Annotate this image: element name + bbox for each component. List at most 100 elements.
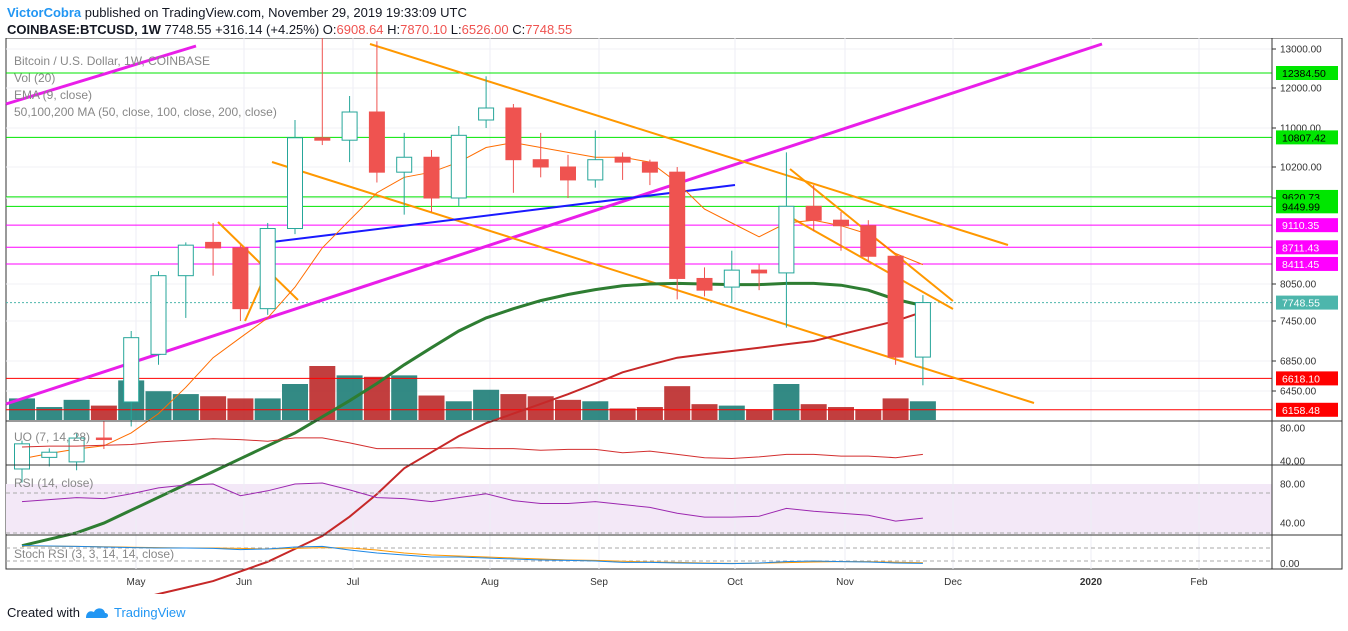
price-tick-label-8: 6450.00 (1280, 387, 1317, 398)
rsi-legend: RSI (14, close) (14, 476, 93, 490)
candle-body (423, 156, 440, 199)
candle-body (205, 241, 222, 249)
oscillators (6, 420, 1342, 565)
volume-bar-28 (773, 384, 800, 420)
level-label-bg-5 (1276, 240, 1338, 255)
candle-21 (587, 130, 604, 188)
time-tick-label-1: Jun (236, 577, 252, 588)
candle-15 (423, 149, 440, 212)
price-tick-label-3: 10200.00 (1280, 163, 1322, 174)
uo-legend: UO (7, 14, 28) (14, 430, 90, 444)
volume-bar-26 (718, 405, 745, 420)
low-label: L: (450, 22, 462, 37)
candle-body (614, 156, 631, 163)
axes: 13000.0012000.0011000.0010200.009600.008… (127, 38, 1338, 588)
candle-25 (696, 267, 713, 297)
candle-1 (41, 448, 58, 467)
time-tick-label-2: Jul (347, 577, 360, 588)
candle-9 (259, 222, 276, 315)
candle-20 (560, 154, 576, 198)
low-value: 6526.00 (461, 22, 509, 37)
moving-averages (21, 142, 924, 594)
candle-6 (177, 242, 194, 318)
candle-body (68, 437, 85, 463)
rsi-tick-label-1: 40.00 (1280, 519, 1305, 530)
level-label-bg-8 (1276, 371, 1338, 386)
orange-channel-upper (369, 43, 1009, 246)
volume-bar-9 (254, 398, 281, 420)
candle-body (833, 219, 849, 227)
volume-bar-3 (90, 405, 117, 420)
rsi-tick-label-0: 80.00 (1280, 480, 1305, 491)
candle-body (914, 302, 931, 358)
orange-wedge-lower (789, 216, 954, 310)
volume-bar-27 (746, 409, 773, 420)
level-label-bg-4 (1276, 218, 1338, 233)
candle-body (560, 166, 576, 181)
volume-bar-30 (828, 407, 854, 420)
chart-title: Bitcoin / U.S. Dollar, 1W, COINBASE (14, 54, 210, 68)
magenta-upper-line (5, 44, 197, 106)
volume-bar-29 (800, 404, 827, 420)
price-tick-label-7: 6850.00 (1280, 357, 1317, 368)
level-label-3: 9449.99 (1282, 201, 1320, 213)
candle-body (723, 269, 740, 288)
volume-bar-25 (691, 404, 718, 420)
volume-bar-5 (145, 391, 172, 420)
volume-bar-6 (172, 394, 199, 420)
author-link[interactable]: VictorCobra (7, 5, 82, 20)
volume-bar-7 (200, 396, 227, 420)
vol-legend: Vol (20) (14, 71, 55, 85)
time-tick-label-4: Sep (590, 577, 608, 588)
candle-body (532, 159, 549, 168)
candle-12 (341, 96, 358, 163)
high-label: H: (387, 22, 401, 37)
rsi-line (21, 482, 923, 522)
candle-3 (95, 421, 112, 449)
candle-body (587, 159, 604, 181)
volume-bar-1 (36, 407, 63, 420)
btc-weekly-chart[interactable]: 13000.0012000.0011000.0010200.009600.008… (0, 38, 1348, 594)
price-change: +316.14 (+4.25%) (215, 22, 320, 37)
candle-31 (860, 220, 877, 262)
price-tick-label-0: 13000.00 (1280, 45, 1322, 56)
stoch-legend: Stoch RSI (3, 3, 14, 14, close) (14, 547, 174, 561)
candle-7 (205, 222, 222, 276)
candle-body (751, 269, 768, 274)
time-tick-label-3: Aug (481, 577, 499, 588)
candle-18 (505, 104, 522, 193)
volume-bar-31 (855, 409, 882, 420)
tradingview-brand-link[interactable]: TradingView (113, 605, 186, 620)
level-label-7: 7748.55 (1282, 298, 1320, 310)
time-tick-label-8: 2020 (1080, 577, 1103, 588)
candle-body (505, 107, 522, 161)
magenta-support-line (5, 42, 1103, 406)
tradingview-logo-icon (85, 607, 108, 618)
close-value: 7748.55 (525, 22, 573, 37)
candle-22 (614, 152, 631, 180)
publish-info: VictorCobra published on TradingView.com… (7, 5, 467, 20)
level-label-bg-6 (1276, 256, 1338, 271)
created-with-text: Created with (7, 605, 80, 620)
volume-bar-16 (445, 401, 472, 420)
candle-body (860, 225, 877, 257)
candle-11 (314, 38, 331, 146)
candle-body (95, 437, 112, 441)
candle-32 (887, 255, 904, 365)
candle-body (778, 205, 795, 274)
candle-body (805, 205, 822, 221)
volume-bar-33 (909, 401, 936, 420)
candle-body (259, 228, 276, 310)
close-label: C: (512, 22, 526, 37)
uo-tick-label-1: 40.00 (1280, 457, 1305, 468)
ma50-line (21, 281, 924, 548)
price-tick-label-1: 12000.00 (1280, 84, 1322, 95)
volume-bar-10 (282, 384, 308, 420)
stoch-k-line (21, 545, 923, 565)
volume-bar-15 (418, 395, 445, 420)
candle-16 (450, 126, 467, 207)
level-label-1: 10807.42 (1282, 132, 1326, 144)
time-tick-label-0: May (127, 577, 146, 588)
level-label-6: 8411.45 (1282, 259, 1319, 271)
candle-body (696, 277, 713, 291)
